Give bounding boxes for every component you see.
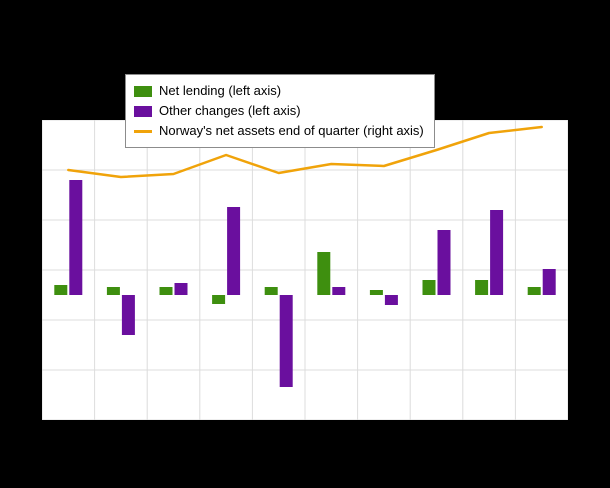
bar-other-changes-9 (490, 210, 504, 295)
net-lending-swatch-icon (134, 85, 152, 97)
bar-other-changes-1 (69, 180, 83, 295)
net-assets-line-swatch-icon (134, 129, 152, 133)
legend-label-net-lending: Net lending (left axis) (159, 83, 282, 98)
bar-other-changes-4 (227, 207, 241, 295)
plot-area (42, 120, 568, 420)
bar-net-lending-9 (475, 280, 489, 295)
bar-other-changes-6 (332, 287, 346, 295)
legend-item-net-lending: Net lending (left axis) (134, 81, 424, 101)
bar-other-changes-7 (384, 295, 398, 305)
bar-net-lending-8 (422, 280, 436, 295)
chart-canvas (42, 120, 568, 420)
bar-net-lending-1 (54, 285, 68, 295)
bar-net-lending-4 (212, 295, 226, 304)
legend-label-net-assets: Norway's net assets end of quarter (righ… (159, 123, 424, 138)
bar-net-lending-6 (317, 252, 331, 295)
bar-other-changes-10 (542, 269, 556, 295)
legend-label-other-changes: Other changes (left axis) (159, 103, 301, 118)
other-changes-swatch-icon (134, 105, 152, 117)
bar-other-changes-5 (279, 295, 293, 387)
legend-item-net-assets: Norway's net assets end of quarter (righ… (134, 121, 424, 141)
bar-other-changes-2 (121, 295, 135, 335)
bar-net-lending-2 (106, 287, 120, 295)
legend-item-other-changes: Other changes (left axis) (134, 101, 424, 121)
bar-net-lending-7 (369, 290, 383, 295)
bar-net-lending-3 (159, 287, 173, 295)
line-net-assets (67, 125, 543, 179)
bar-other-changes-8 (437, 230, 451, 295)
bar-net-lending-10 (527, 287, 541, 295)
bar-other-changes-3 (174, 283, 188, 295)
bar-net-lending-5 (264, 287, 278, 295)
legend: Net lending (left axis) Other changes (l… (125, 74, 435, 148)
